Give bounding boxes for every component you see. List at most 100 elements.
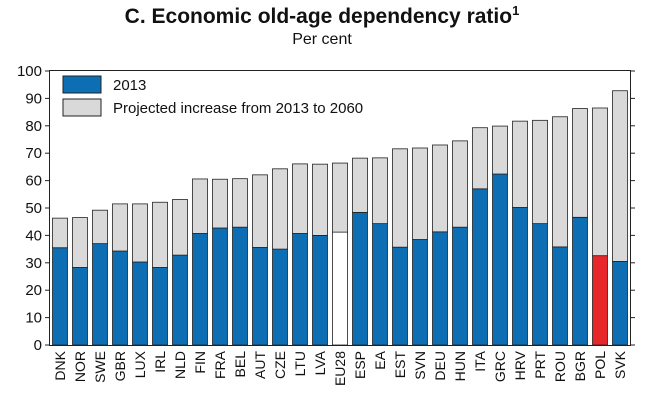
bar-2013-prt — [532, 223, 548, 346]
bar-2013-gbr — [112, 250, 128, 346]
bar-2013-bel — [232, 226, 248, 346]
bar-increase-rou — [552, 116, 568, 248]
y-axis: 0 10 20 30 40 50 60 70 80 90 100 — [17, 63, 635, 354]
bar-increase-ea — [372, 157, 388, 225]
bar-increase-fin — [192, 178, 208, 234]
bar-increase-lva — [312, 163, 328, 236]
bar-increase-gbr — [112, 203, 128, 252]
x-tick-label-esp: ESP — [352, 351, 368, 379]
bar-increase-esp — [352, 157, 368, 213]
x-tick-label-nor: NOR — [72, 351, 88, 382]
bar-increase-svn — [412, 147, 428, 240]
legend-swatch-2013 — [62, 75, 102, 94]
x-tick-label-lva: LVA — [312, 350, 328, 375]
y-tick-label: 40 — [25, 227, 42, 244]
bar-2013-nor — [72, 267, 88, 346]
bar-2013-est — [392, 246, 408, 346]
legend-label-2013: 2013 — [113, 77, 146, 94]
x-tick-label-cze: CZE — [272, 351, 288, 379]
bar-increase-hun — [452, 140, 468, 228]
x-tick-label-eu28: EU28 — [332, 351, 348, 386]
y-tick-label: 100 — [17, 63, 42, 80]
plot-frame — [49, 70, 631, 346]
x-tick-label-bel: BEL — [232, 351, 248, 378]
bar-2013-fin — [192, 233, 208, 346]
x-tick-label-rou: ROU — [552, 351, 568, 382]
y-tick-label: 50 — [25, 200, 42, 217]
bars — [52, 90, 628, 346]
bar-increase-deu — [432, 144, 448, 233]
x-tick-label-ita: ITA — [472, 350, 488, 371]
x-tick-label-pol: POL — [592, 351, 608, 379]
bar-2013-nld — [172, 254, 188, 346]
bar-increase-cze — [272, 168, 288, 250]
bar-2013-esp — [352, 211, 368, 346]
x-tick-label-hrv: HRV — [512, 350, 528, 380]
x-tick-label-ltu: LTU — [292, 351, 308, 376]
bar-2013-ea — [372, 223, 388, 346]
x-tick-label-deu: DEU — [432, 351, 448, 381]
bar-increase-ltu — [292, 163, 308, 234]
x-tick-label-prt: PRT — [532, 351, 548, 379]
x-tick-label-lux: LUX — [132, 350, 148, 378]
bar-2013-eu28 — [332, 231, 348, 346]
bar-2013-svn — [412, 239, 428, 346]
bar-2013-grc — [492, 173, 508, 346]
bar-increase-nld — [172, 199, 188, 256]
x-tick-label-swe: SWE — [92, 351, 108, 383]
bar-2013-ltu — [292, 233, 308, 346]
bar-increase-aut — [252, 174, 268, 248]
x-tick-label-fin: FIN — [192, 351, 208, 374]
y-tick-label: 60 — [25, 173, 42, 190]
legend-label-projected: Projected increase from 2013 to 2060 — [113, 100, 363, 117]
x-tick-label-hun: HUN — [452, 351, 468, 381]
bar-2013-bgr — [572, 216, 588, 346]
y-tick-label: 90 — [25, 90, 42, 107]
x-tick-label-grc: GRC — [492, 351, 508, 382]
bar-2013-lva — [312, 234, 328, 346]
chart-title: C. Economic old-age dependency ratio1 — [125, 3, 520, 28]
x-tick-label-aut: AUT — [252, 351, 268, 379]
bar-2013-hun — [452, 226, 468, 346]
x-tick-label-bgr: BGR — [572, 351, 588, 381]
bar-2013-lux — [132, 261, 148, 346]
bar-increase-lux — [132, 203, 148, 263]
bar-increase-irl — [152, 201, 168, 268]
legend-swatch-projected — [62, 98, 102, 117]
y-tick-label: 20 — [25, 282, 42, 299]
title-footnote: 1 — [512, 3, 519, 18]
x-tick-label-gbr: GBR — [112, 351, 128, 381]
y-tick-label: 10 — [25, 310, 42, 327]
bar-increase-svk — [612, 90, 628, 262]
x-tick-label-dnk: DNK — [52, 350, 68, 380]
bar-2013-deu — [432, 231, 448, 346]
x-tick-label-irl: IRL — [152, 351, 168, 373]
bar-2013-rou — [552, 246, 568, 346]
bar-increase-dnk — [52, 217, 68, 249]
bar-2013-cze — [272, 248, 288, 346]
y-tick-label: 70 — [25, 145, 42, 162]
x-tick-label-est: EST — [392, 351, 408, 379]
bar-increase-bgr — [572, 108, 588, 218]
x-tick-label-svk: SVK — [612, 350, 628, 379]
bar-increase-ita — [472, 127, 488, 190]
bar-2013-irl — [152, 267, 168, 346]
x-tick-label-nld: NLD — [172, 351, 188, 379]
y-tick-label: 80 — [25, 118, 42, 135]
bar-increase-fra — [212, 178, 228, 229]
chart-subtitle: Per cent — [292, 31, 352, 48]
x-tick-label-svn: SVN — [412, 351, 428, 380]
bar-increase-est — [392, 148, 408, 248]
bar-increase-pol — [592, 107, 608, 257]
bar-2013-swe — [92, 243, 108, 346]
bar-increase-hrv — [512, 120, 528, 208]
bar-2013-aut — [252, 247, 268, 346]
bar-2013-hrv — [512, 207, 528, 346]
bar-2013-ita — [472, 188, 488, 346]
bar-increase-grc — [492, 125, 508, 175]
x-tick-label-ea: EA — [372, 350, 388, 369]
legend: 2013 Projected increase from 2013 to 206… — [62, 75, 363, 117]
bar-2013-dnk — [52, 247, 68, 346]
bar-increase-bel — [232, 178, 248, 228]
